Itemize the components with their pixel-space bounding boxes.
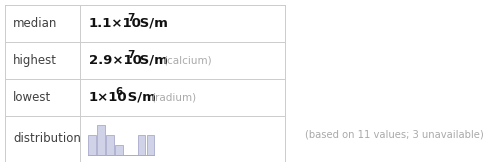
Text: S/m: S/m [135, 17, 168, 30]
Text: 1×10: 1×10 [89, 91, 127, 104]
Text: (based on 11 values; 3 unavailable): (based on 11 values; 3 unavailable) [305, 129, 484, 139]
Bar [88, 135, 95, 155]
Bar [97, 125, 105, 155]
Text: 2.9×10: 2.9×10 [89, 54, 142, 67]
Text: (calcium): (calcium) [163, 55, 212, 65]
Text: S/m: S/m [135, 54, 168, 67]
Text: 7: 7 [127, 13, 134, 23]
Bar [115, 145, 123, 155]
Text: 6: 6 [115, 87, 122, 97]
Text: median: median [13, 17, 58, 30]
Bar [137, 135, 145, 155]
Text: S/m: S/m [123, 91, 156, 104]
Bar [147, 135, 154, 155]
Text: 7: 7 [127, 50, 134, 60]
Text: 1.1×10: 1.1×10 [89, 17, 142, 30]
Text: lowest: lowest [13, 91, 51, 104]
Bar [106, 135, 114, 155]
Text: (radium): (radium) [151, 92, 196, 102]
Text: highest: highest [13, 54, 57, 67]
Text: distribution: distribution [13, 132, 81, 145]
